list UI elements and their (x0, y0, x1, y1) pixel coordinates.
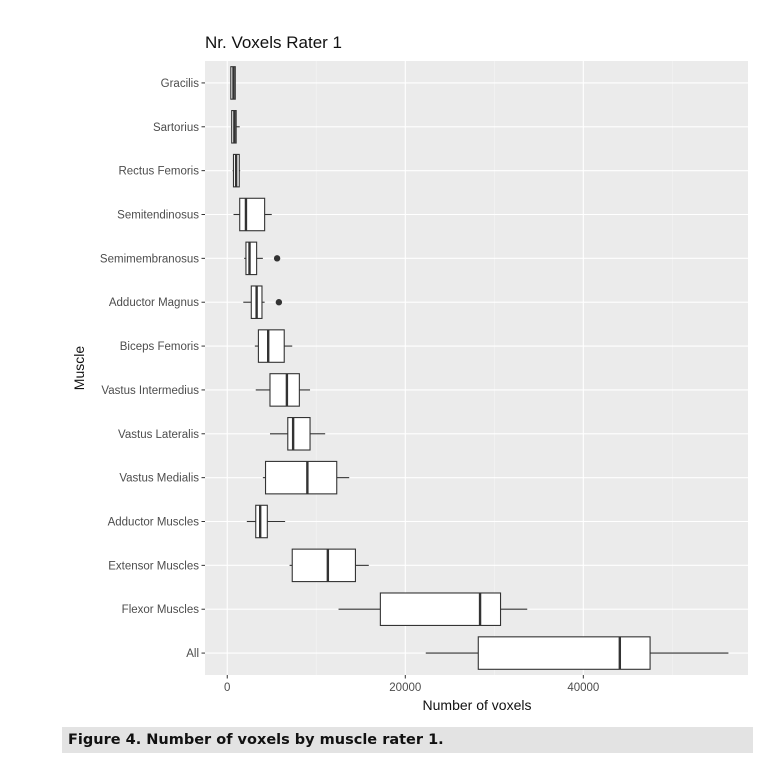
box-extensor-muscles (289, 548, 369, 583)
boxplot-chart: Nr. Voxels Rater 1 Gracilis Sartorius Rect… (71, 33, 748, 713)
x-axis: 0 20000 40000 (224, 675, 599, 694)
y-tick-label: Extensor Muscles (108, 560, 199, 572)
box-all (425, 636, 729, 670)
box-iqr (255, 504, 268, 539)
box-sartorius (231, 110, 240, 144)
box-iqr (477, 636, 651, 670)
box-iqr (239, 197, 266, 232)
box-semimembranosus (244, 241, 281, 276)
y-tick-label: Adductor Muscles (108, 517, 200, 529)
box-iqr (245, 241, 258, 276)
figure-caption: Figure 4. Number of voxels by muscle rat… (62, 727, 753, 753)
box-vastus-medialis (262, 460, 350, 495)
y-tick-label: All (186, 648, 199, 660)
box-iqr (257, 329, 285, 363)
box-vastus-lateralis (269, 417, 326, 451)
box-adductor-magnus (243, 285, 283, 319)
y-tick-label: Rectus Femoris (118, 166, 199, 178)
box-iqr (264, 460, 338, 495)
box-gracilis (230, 66, 236, 100)
y-tick-label: Semimembranosus (100, 253, 199, 265)
box-flexor-muscles (338, 592, 528, 626)
y-tick-label: Sartorius (153, 122, 199, 134)
y-axis: Gracilis Sartorius Rectus Femoris Semitendi… (100, 78, 205, 660)
box-series (230, 66, 729, 670)
box-iqr (379, 592, 502, 626)
box-iqr (269, 373, 300, 407)
box-iqr (291, 548, 356, 583)
x-axis-title: Number of voxels (423, 697, 532, 713)
plot-panel (205, 61, 748, 675)
y-tick-label: Semitendinosus (117, 210, 199, 222)
box-iqr (287, 417, 311, 451)
box-adductor-muscles (246, 504, 286, 539)
y-tick-label: Adductor Magnus (109, 297, 199, 309)
y-tick-label: Gracilis (161, 78, 200, 90)
y-axis-title: Muscle (71, 346, 87, 391)
y-tick-label: Vastus Medialis (119, 473, 199, 485)
x-tick-label: 0 (224, 682, 230, 694)
outlier-point (275, 299, 283, 306)
y-tick-label: Vastus Lateralis (118, 429, 199, 441)
chart-title: Nr. Voxels Rater 1 (205, 33, 342, 52)
box-biceps-femoris (254, 329, 293, 363)
box-semitendinosus (233, 197, 272, 232)
box-rectus-femoris (232, 153, 241, 188)
y-tick-label: Flexor Muscles (122, 604, 200, 616)
y-tick-label: Vastus Intermedius (101, 385, 199, 397)
major-gridlines (205, 61, 748, 675)
box-vastus-intermedius (255, 373, 311, 407)
y-tick-label: Biceps Femoris (120, 341, 199, 353)
outlier-point (273, 255, 281, 262)
x-tick-label: 40000 (567, 682, 599, 694)
x-tick-label: 20000 (389, 682, 421, 694)
